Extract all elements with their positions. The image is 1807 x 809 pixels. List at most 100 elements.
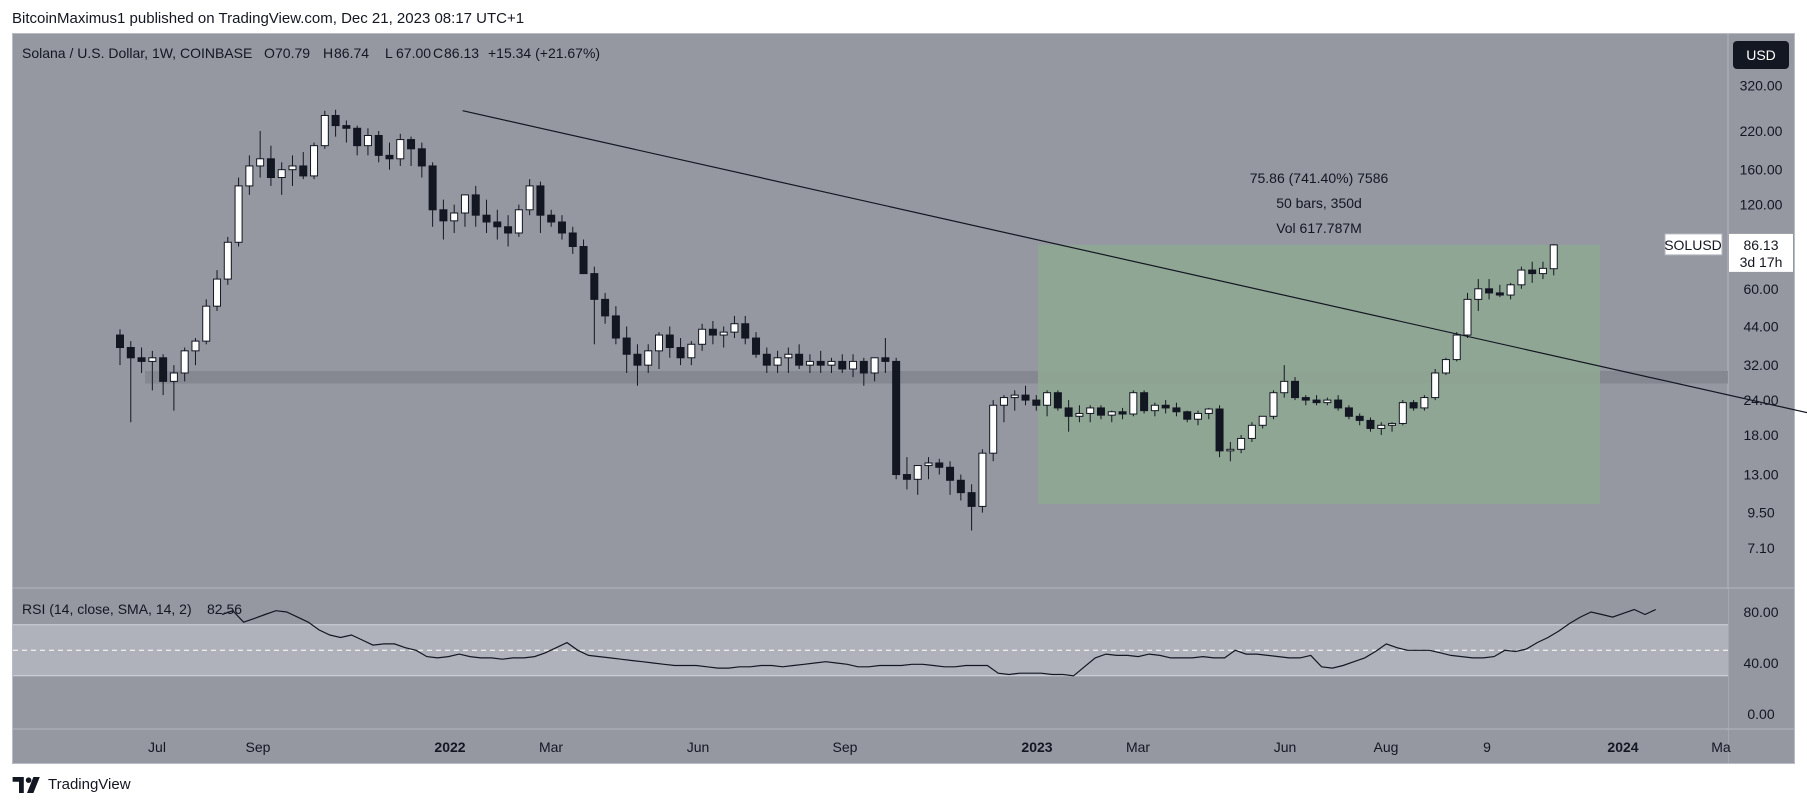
price-tick-label: 44.00 bbox=[1743, 318, 1778, 334]
candle-down bbox=[838, 360, 847, 370]
ohlc-key: C bbox=[433, 45, 443, 61]
candle-down bbox=[1312, 399, 1321, 404]
rsi-tick-label: 80.00 bbox=[1743, 604, 1778, 620]
candle-down bbox=[493, 221, 502, 228]
candle-up bbox=[1463, 298, 1472, 336]
candle-down bbox=[482, 214, 491, 223]
candle-up bbox=[213, 278, 222, 307]
candle-up bbox=[1194, 412, 1202, 420]
price-tick-label: 13.00 bbox=[1743, 467, 1778, 483]
candle-down bbox=[353, 127, 362, 147]
time-tick-label: Mar bbox=[1126, 739, 1150, 755]
chart-title: Solana / U.S. Dollar, 1W, COINBASE bbox=[22, 45, 252, 61]
footer-brand: TradingView bbox=[48, 776, 131, 793]
candle-up bbox=[1377, 424, 1386, 429]
candle-up bbox=[1323, 399, 1332, 404]
last-price-tag bbox=[1729, 233, 1793, 272]
candle-up bbox=[978, 452, 987, 507]
time-axis-labels: Jul Sep 2022 Mar Jun Sep 2023 Mar Jun Aug 9 2024 Ma bbox=[13, 730, 1731, 763]
candle-down bbox=[601, 298, 610, 317]
candle-up bbox=[1431, 372, 1440, 399]
candle-down bbox=[331, 114, 340, 127]
candle-down bbox=[1528, 269, 1537, 275]
rsi-legend-label: RSI (14, close, SMA, 14, 2) bbox=[22, 601, 192, 617]
candle-up bbox=[363, 135, 372, 147]
candle-down bbox=[741, 323, 750, 339]
ohlc-key: H bbox=[323, 45, 333, 61]
candle-up bbox=[655, 334, 663, 352]
symbol-tag-label: SOLUSD bbox=[1664, 237, 1722, 253]
candle-up bbox=[1086, 407, 1095, 414]
candle-up bbox=[320, 114, 329, 147]
price-axis-bg bbox=[1728, 34, 1794, 763]
candle-down bbox=[299, 165, 308, 177]
candle-down bbox=[1064, 407, 1073, 417]
legend-layer: Solana / U.S. Dollar, 1W, COINBASE O 70.79… bbox=[22, 45, 600, 61]
candle-down bbox=[1485, 288, 1494, 294]
candle-up bbox=[1129, 392, 1138, 415]
candle-down bbox=[1215, 408, 1224, 452]
candle-up bbox=[169, 372, 178, 382]
candle-down bbox=[557, 221, 566, 234]
candle-down bbox=[1355, 415, 1364, 421]
candle-down bbox=[1096, 407, 1105, 416]
candle-up bbox=[450, 212, 459, 222]
measure-text-volume: Vol 617.787M bbox=[1276, 220, 1362, 236]
candles-layer bbox=[116, 109, 1558, 531]
candle-up bbox=[277, 169, 286, 179]
candle-down bbox=[892, 360, 901, 476]
candle-up bbox=[773, 357, 782, 366]
candle-up bbox=[256, 158, 265, 167]
measure-box-layer: 75.86 (741.40%) 7586 50 bars, 350d Vol 617… bbox=[1038, 170, 1600, 505]
time-tick-label: 2023 bbox=[1021, 739, 1052, 755]
candle-up bbox=[698, 328, 707, 345]
candle-up bbox=[1280, 380, 1289, 394]
candle-down bbox=[935, 462, 944, 468]
candle-up bbox=[827, 360, 836, 366]
candle-down bbox=[1140, 392, 1149, 412]
candle-up bbox=[514, 209, 523, 234]
ohlc-change: +15.34 (+21.67%) bbox=[488, 45, 600, 61]
candle-up bbox=[1237, 437, 1246, 450]
candle-down bbox=[881, 357, 890, 362]
candle-down bbox=[568, 232, 577, 247]
candle-up bbox=[223, 241, 232, 280]
currency-button bbox=[1733, 41, 1789, 69]
candle-down bbox=[859, 360, 868, 374]
candle-down bbox=[611, 315, 620, 339]
time-tick-label: 2022 bbox=[434, 739, 465, 755]
publisher-line: BitcoinMaximus1 published on TradingView… bbox=[12, 10, 525, 27]
candle-down bbox=[665, 334, 674, 349]
rsi-tick-label: 40.00 bbox=[1743, 655, 1778, 671]
candle-up bbox=[310, 145, 319, 177]
candle-down bbox=[762, 353, 771, 366]
candle-up bbox=[1226, 448, 1235, 452]
candle-up bbox=[1506, 284, 1515, 296]
candle-down bbox=[137, 357, 146, 362]
price-tick-label: 120.00 bbox=[1740, 197, 1783, 213]
candle-down bbox=[547, 214, 556, 223]
candle-up bbox=[202, 305, 211, 342]
bar-countdown: 3d 17h bbox=[1740, 254, 1783, 270]
candle-up bbox=[1517, 269, 1526, 286]
candle-up bbox=[460, 194, 469, 214]
candle-up bbox=[913, 465, 922, 480]
candle-down bbox=[471, 194, 480, 216]
time-tick-label: Sep bbox=[246, 739, 271, 755]
candle-up bbox=[1150, 404, 1159, 412]
rsi-tick-label: 0.00 bbox=[1747, 706, 1774, 722]
candle-down bbox=[1161, 404, 1170, 409]
candle-down bbox=[1172, 407, 1181, 413]
candle-down bbox=[1344, 407, 1353, 417]
candle-down bbox=[116, 334, 124, 349]
measure-text-bars: 50 bars, 350d bbox=[1276, 195, 1362, 211]
price-tick-label: 60.00 bbox=[1743, 281, 1778, 297]
candle-down bbox=[266, 158, 275, 179]
candle-down bbox=[676, 347, 685, 359]
candle-down bbox=[816, 360, 825, 366]
candle-down bbox=[374, 135, 383, 156]
rsi-legend-value: 82.56 bbox=[207, 601, 242, 617]
candle-down bbox=[633, 353, 642, 366]
candle-up bbox=[1269, 392, 1278, 417]
